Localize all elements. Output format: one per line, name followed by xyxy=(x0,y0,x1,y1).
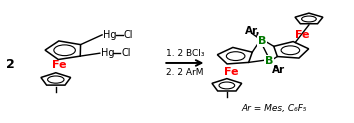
Text: Fe: Fe xyxy=(52,60,67,70)
Text: B: B xyxy=(258,36,266,46)
Text: Ar,: Ar, xyxy=(245,26,261,36)
Text: Hg: Hg xyxy=(101,48,114,58)
Text: Fe: Fe xyxy=(295,30,309,40)
Text: 1. 2 BCl₃: 1. 2 BCl₃ xyxy=(166,49,204,58)
Text: 2. 2 ArM: 2. 2 ArM xyxy=(166,68,204,77)
Text: B: B xyxy=(265,56,273,66)
Text: Ar: Ar xyxy=(272,65,285,75)
Text: Cl: Cl xyxy=(124,30,133,40)
Text: Hg: Hg xyxy=(103,30,116,40)
Text: 2: 2 xyxy=(6,58,15,71)
Text: Cl: Cl xyxy=(121,48,131,58)
Text: Fe: Fe xyxy=(223,67,238,77)
Text: Ar = Mes, C₆F₅: Ar = Mes, C₆F₅ xyxy=(241,104,307,113)
